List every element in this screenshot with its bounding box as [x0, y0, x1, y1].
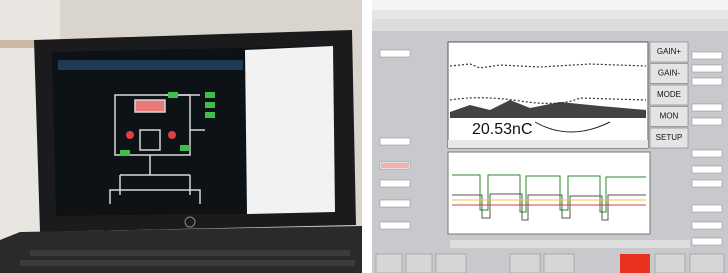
scope-status: [448, 140, 648, 148]
softkey-label: SETUP: [656, 133, 683, 142]
status-row: [450, 240, 690, 248]
laptop-photo: [0, 0, 362, 273]
trend-plot: [448, 152, 650, 234]
alert-field: [381, 163, 409, 168]
valve: [168, 131, 176, 139]
screen-white-area: [245, 46, 335, 214]
start-button[interactable]: [620, 254, 650, 273]
menu-bar: [372, 10, 728, 19]
figure: 20.53nC GAIN+ GAIN- MODE MON SETUP: [0, 0, 728, 273]
valve: [126, 131, 134, 139]
bottom-buttons[interactable]: [376, 254, 724, 273]
softkey-label: MON: [660, 112, 679, 121]
charge-readout: 20.53nC: [472, 121, 533, 138]
toolbar: [372, 19, 728, 31]
softkeys: GAIN+ GAIN- MODE MON SETUP: [650, 42, 688, 148]
taskbar: [56, 204, 246, 214]
softkey-label: GAIN-: [658, 69, 681, 78]
app-menu: [58, 60, 243, 70]
softkey-label: GAIN+: [657, 47, 682, 56]
softkey-label: MODE: [657, 90, 681, 99]
software-screenshot: 20.53nC GAIN+ GAIN- MODE MON SETUP: [372, 0, 728, 273]
title-bar: [372, 0, 728, 10]
